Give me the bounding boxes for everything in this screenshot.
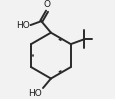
Text: HO: HO xyxy=(28,89,42,98)
Text: O: O xyxy=(43,0,50,9)
Text: HO: HO xyxy=(16,21,29,30)
